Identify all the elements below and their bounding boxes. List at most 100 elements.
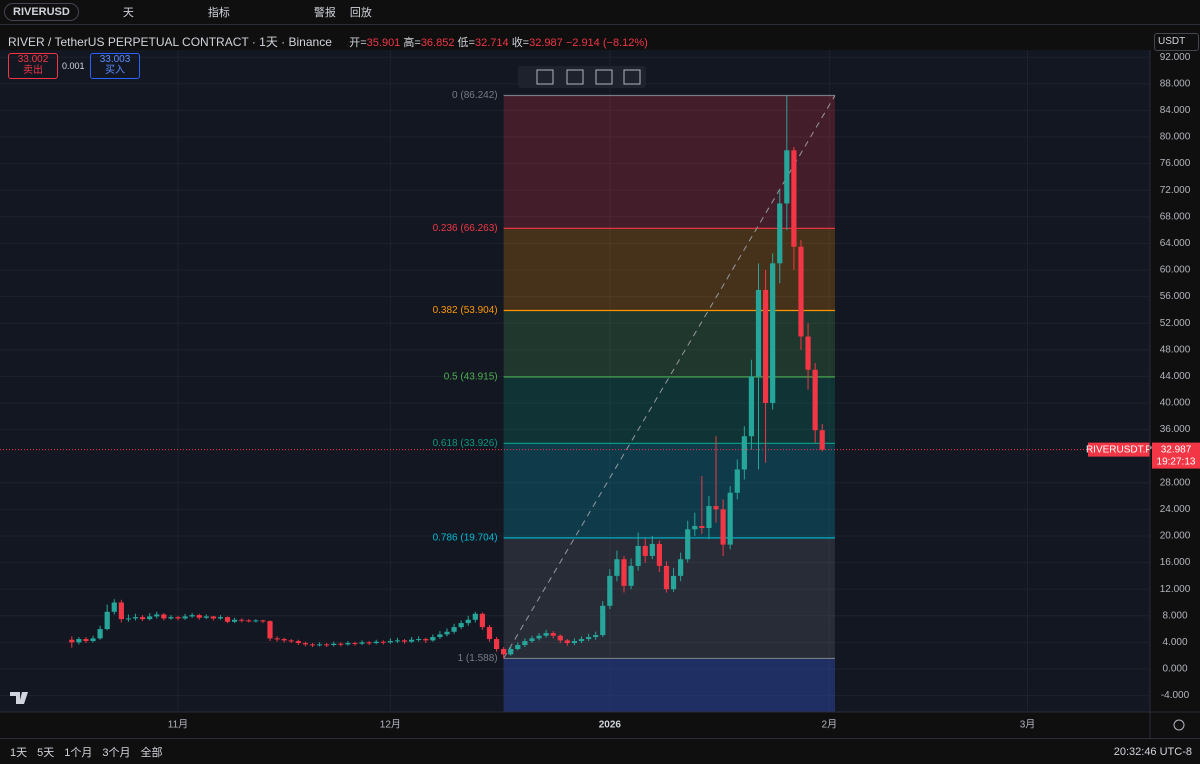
candle-body [288, 640, 294, 642]
fib-label: 0.786 (19.704) [433, 533, 498, 544]
countdown: 19:27:13 [1157, 456, 1196, 467]
fib-label: 0.5 (43.915) [444, 372, 498, 383]
candle-body [805, 336, 811, 370]
candle-body [465, 619, 471, 624]
price-tag [1152, 442, 1200, 469]
candle-body [734, 469, 740, 493]
y-tick-label: 8.000 [1162, 610, 1187, 621]
candle-body [345, 643, 351, 645]
candle-body [642, 545, 648, 556]
x-tick-label: 2月 [822, 719, 838, 731]
candle-body [501, 649, 507, 655]
y-tick-label: 88.000 [1160, 78, 1191, 89]
candle-body [316, 644, 323, 646]
candle-body [125, 618, 132, 620]
sell-button[interactable]: 33.002 卖出 [8, 53, 58, 79]
candle-body [83, 639, 89, 642]
ohlc-label: 开= [349, 37, 367, 49]
candle-body [727, 492, 733, 545]
candle-body [670, 575, 677, 590]
range-button[interactable]: 5天 [37, 747, 55, 759]
candle-body [246, 620, 252, 622]
candle-body [380, 641, 386, 643]
fib-zone [503, 310, 835, 377]
indicators-button[interactable]: 指标 [207, 7, 230, 19]
y-tick-label: 76.000 [1160, 158, 1191, 169]
candle-body [748, 376, 755, 437]
candle-body [118, 602, 124, 620]
symbol-search[interactable]: RIVERUSD [4, 3, 79, 21]
candle-body [253, 620, 259, 622]
candle-body [387, 641, 393, 643]
candle-body [614, 559, 620, 576]
candle-body [755, 289, 762, 377]
candle-body [147, 616, 153, 620]
candle-body [479, 613, 485, 628]
y-tick-label: 4.000 [1162, 637, 1187, 648]
candle-body [76, 639, 82, 643]
x-tick-label: 11月 [168, 719, 188, 731]
alert-button[interactable]: 警报 [313, 7, 336, 19]
clock: 20:32:46 UTC-8 [1113, 746, 1192, 758]
y-tick-label: 80.000 [1160, 132, 1191, 143]
candle-body [593, 635, 599, 638]
candle-body [409, 639, 415, 642]
candle-body [493, 639, 500, 650]
candle-body [515, 645, 521, 650]
y-tick-label: 12.000 [1160, 584, 1191, 595]
candle-body [522, 641, 528, 646]
candle-body [161, 614, 167, 619]
y-tick-label: 60.000 [1160, 265, 1191, 276]
candle-body [437, 634, 443, 638]
candle-body [309, 644, 316, 646]
candle-body [324, 644, 330, 646]
range-button[interactable]: 3个月 [102, 747, 131, 759]
range-button[interactable]: 全部 [140, 747, 163, 759]
candle-body [451, 627, 457, 632]
replay-button[interactable]: 回放 [349, 7, 372, 19]
candle-body [224, 617, 231, 622]
y-tick-label: 68.000 [1160, 211, 1191, 222]
candle-body [359, 642, 365, 644]
fib-label: 0 (86.242) [452, 90, 498, 101]
fib-label: 0.618 (33.926) [433, 438, 498, 449]
y-tick-label: 52.000 [1160, 318, 1191, 329]
drawing-tool-icon [566, 69, 584, 85]
range-button[interactable]: 1个月 [64, 747, 93, 759]
candle-body [472, 613, 478, 620]
spread: 0.001 [62, 61, 85, 71]
candle-body [600, 605, 606, 636]
x-tick-label: 12月 [380, 719, 401, 731]
y-tick-label: 28.000 [1160, 477, 1191, 488]
candle-body [338, 643, 344, 645]
settings-icon [1173, 719, 1185, 731]
candle-body [628, 565, 634, 586]
candle-body [139, 617, 146, 620]
toolbar: RIVERUSD 天 指标 警报 回放 [0, 0, 1200, 25]
y-tick-label: 92.000 [1160, 52, 1191, 63]
currency-select[interactable]: USDT [1154, 33, 1199, 51]
bottom-bar: 1天 5天 1个月 3个月 全部 20:32:46 UTC-8 [0, 738, 1200, 764]
buy-button[interactable]: 33.003 买入 [90, 53, 140, 79]
candle-body [111, 602, 117, 612]
drawing-tool-icon [595, 69, 613, 85]
ohlc-label: 收= [511, 37, 530, 49]
sell-price: 33.002 [17, 54, 49, 65]
candle-body [444, 631, 450, 635]
y-tick-label: 0.000 [1162, 664, 1187, 675]
ohlc-label: 高= [403, 37, 421, 49]
candle-body [90, 638, 96, 642]
candle-body [401, 640, 408, 642]
ohlc-label: 低= [457, 37, 475, 49]
candle-body [239, 619, 245, 621]
candle-body [692, 526, 698, 530]
candle-body [656, 543, 662, 566]
range-button[interactable]: 1天 [10, 747, 28, 759]
candle-body [550, 633, 556, 636]
candle-body [423, 639, 429, 641]
change: −2.914 (−8.12%) [565, 37, 648, 49]
candle-body [352, 643, 358, 645]
interval-button[interactable]: 天 [122, 7, 134, 19]
y-tick-label: 24.000 [1160, 504, 1191, 515]
candle-body [741, 436, 747, 470]
